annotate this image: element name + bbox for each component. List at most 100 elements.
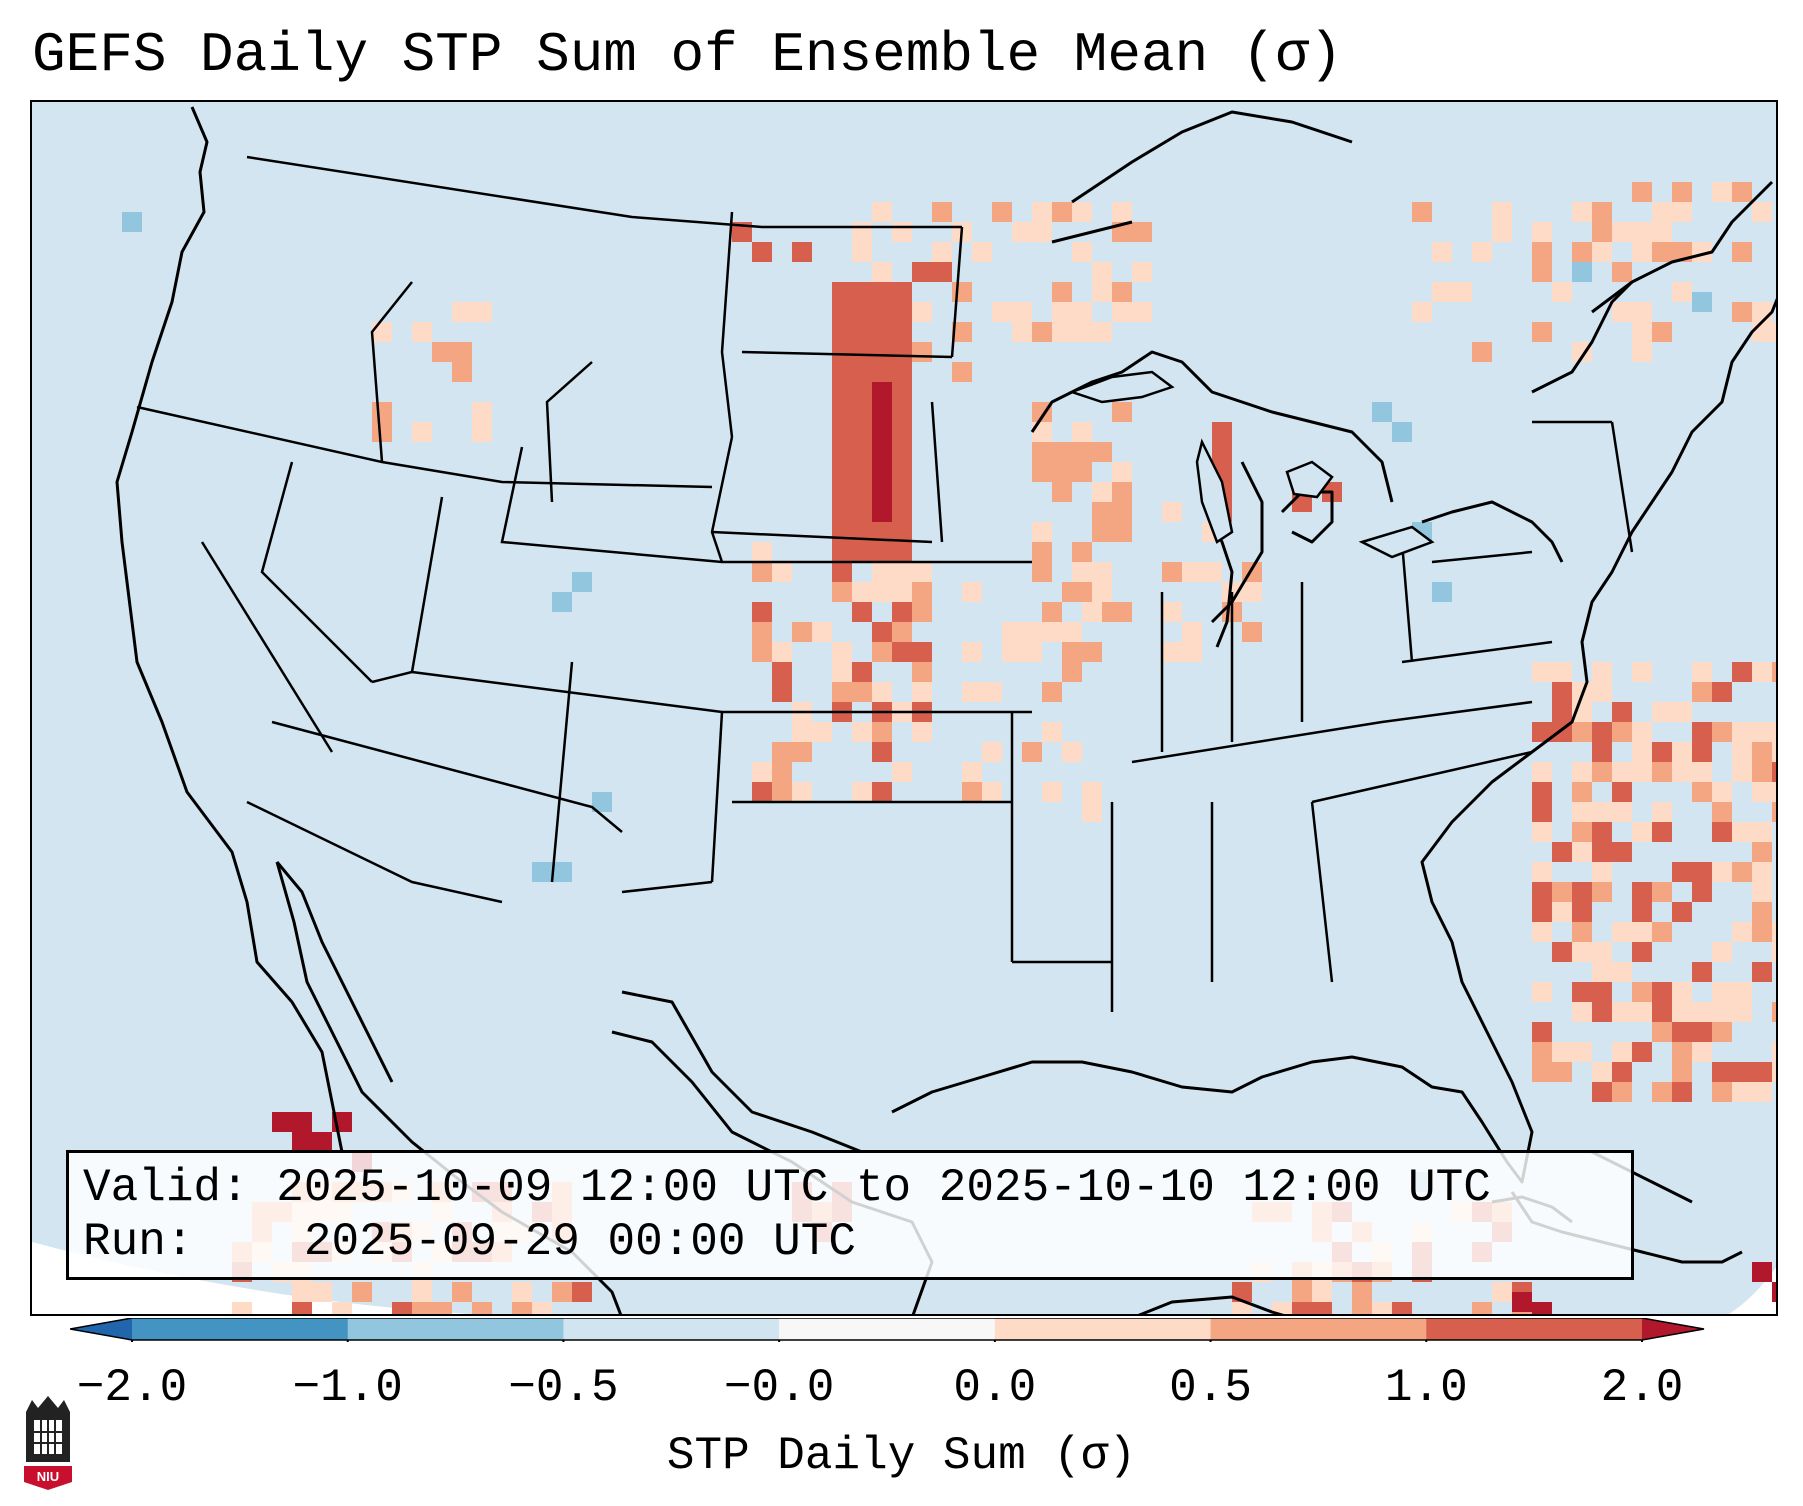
- anomaly-cell: [1772, 762, 1776, 782]
- anomaly-cell: [1692, 742, 1712, 762]
- anomaly-cell: [1652, 882, 1672, 902]
- anomaly-cell: [1162, 502, 1182, 522]
- anomaly-cell: [1712, 682, 1732, 702]
- anomaly-cell: [1012, 322, 1032, 342]
- valid-value: 2025-10-09 12:00 UTC to 2025-10-10 12:00…: [276, 1162, 1491, 1214]
- anomaly-cell: [1272, 1302, 1292, 1314]
- anomaly-cell: [1042, 622, 1062, 642]
- anomaly-cell: [832, 302, 852, 322]
- anomaly-cell: [1732, 822, 1752, 842]
- anomaly-cell: [1632, 222, 1652, 242]
- anomaly-cell: [332, 1302, 352, 1314]
- anomaly-cell: [1052, 282, 1072, 302]
- anomaly-cell: [1612, 922, 1632, 942]
- anomaly-cell: [1112, 462, 1132, 482]
- anomaly-cell: [772, 682, 792, 702]
- anomaly-cell: [1572, 982, 1592, 1002]
- anomaly-cell: [1052, 462, 1072, 482]
- anomaly-cell: [1732, 302, 1752, 322]
- anomaly-cell: [1182, 622, 1202, 642]
- anomaly-cell: [1112, 202, 1132, 222]
- anomaly-cell: [952, 282, 972, 302]
- anomaly-cell: [592, 792, 612, 812]
- anomaly-cell: [892, 522, 912, 542]
- anomaly-cell: [1712, 782, 1732, 802]
- anomaly-cell: [912, 642, 932, 662]
- anomaly-cell: [1082, 642, 1102, 662]
- anomaly-cell: [512, 1302, 532, 1314]
- anomaly-cell: [1732, 1082, 1752, 1102]
- anomaly-cell: [872, 282, 892, 302]
- anomaly-cell: [1732, 862, 1752, 882]
- anomaly-cell: [1042, 782, 1062, 802]
- anomaly-cell: [752, 542, 772, 562]
- anomaly-cell: [1532, 902, 1552, 922]
- anomaly-cell: [832, 662, 852, 682]
- anomaly-cell: [1612, 842, 1632, 862]
- anomaly-cell: [892, 442, 912, 462]
- anomaly-cell: [1092, 522, 1112, 542]
- anomaly-cell: [1392, 422, 1412, 442]
- anomaly-cell: [392, 1302, 412, 1314]
- anomaly-cell: [552, 1282, 572, 1302]
- anomaly-cell: [872, 502, 892, 522]
- colorbar-bin: [132, 1318, 349, 1340]
- anomaly-cell: [772, 762, 792, 782]
- anomaly-cell: [1072, 562, 1092, 582]
- anomaly-cell: [1592, 1002, 1612, 1022]
- anomaly-cell: [472, 302, 492, 322]
- anomaly-cell: [1712, 1002, 1732, 1022]
- map-title: GEFS Daily STP Sum of Ensemble Mean (σ): [32, 23, 1343, 87]
- anomaly-cell: [992, 202, 1012, 222]
- anomaly-cell: [1032, 462, 1052, 482]
- anomaly-cell: [1752, 742, 1772, 762]
- anomaly-cell: [892, 402, 912, 422]
- anomaly-cell: [1732, 182, 1752, 202]
- anomaly-cell: [912, 562, 932, 582]
- anomaly-cell: [1552, 282, 1572, 302]
- anomaly-cell: [1032, 202, 1052, 222]
- anomaly-cell: [1772, 942, 1776, 962]
- anomaly-cell: [1772, 1042, 1776, 1062]
- anomaly-cell: [452, 362, 472, 382]
- anomaly-cell: [1732, 1002, 1752, 1022]
- anomaly-cell: [852, 342, 872, 362]
- anomaly-cell: [1572, 822, 1592, 842]
- anomaly-cell: [982, 682, 1002, 702]
- anomaly-cell: [1692, 762, 1712, 782]
- anomaly-cell: [1732, 982, 1752, 1002]
- anomaly-cell: [992, 302, 1012, 322]
- anomaly-cell: [1612, 962, 1632, 982]
- anomaly-cell: [1092, 282, 1112, 302]
- anomaly-cell: [912, 582, 932, 602]
- anomaly-cell: [432, 342, 452, 362]
- anomaly-cell: [1632, 922, 1652, 942]
- valid-label: Valid:: [83, 1162, 249, 1214]
- anomaly-cell: [1652, 1002, 1672, 1022]
- anomaly-cell: [412, 1302, 432, 1314]
- anomaly-cell: [1112, 602, 1132, 622]
- anomaly-cell: [872, 722, 892, 742]
- anomaly-cell: [1732, 722, 1752, 742]
- anomaly-cell: [1092, 322, 1112, 342]
- anomaly-cell: [872, 322, 892, 342]
- anomaly-cell: [1712, 942, 1732, 962]
- anomaly-cell: [1432, 242, 1452, 262]
- anomaly-cell: [1612, 722, 1632, 742]
- anomaly-cell: [1472, 342, 1492, 362]
- colorbar-tick-label: −1.0: [292, 1362, 403, 1414]
- anomaly-cell: [1012, 302, 1032, 322]
- anomaly-cell: [1552, 682, 1572, 702]
- anomaly-cell: [1512, 1292, 1532, 1312]
- anomaly-cell: [1042, 682, 1062, 702]
- anomaly-cell: [1492, 202, 1512, 222]
- anomaly-cell: [1112, 402, 1132, 422]
- anomaly-cell: [1592, 722, 1612, 742]
- anomaly-cell: [412, 1282, 432, 1302]
- anomaly-cell: [1752, 782, 1772, 802]
- anomaly-cell: [1372, 402, 1392, 422]
- anomaly-cell: [872, 302, 892, 322]
- anomaly-cell: [892, 282, 912, 302]
- anomaly-cell: [852, 402, 872, 422]
- anomaly-cell: [1652, 702, 1672, 722]
